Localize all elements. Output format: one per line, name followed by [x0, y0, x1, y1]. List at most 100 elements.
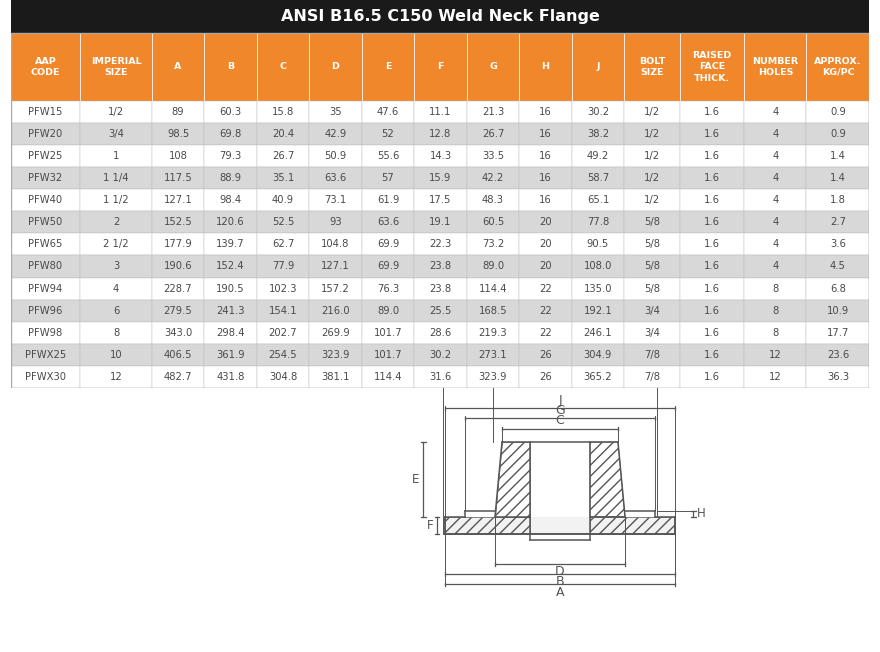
- Bar: [362, 321, 414, 344]
- Text: 23.8: 23.8: [429, 261, 451, 271]
- Text: H: H: [697, 507, 706, 520]
- Text: 48.3: 48.3: [482, 195, 504, 205]
- Text: 4: 4: [773, 261, 779, 271]
- Text: IMPERIAL
SIZE: IMPERIAL SIZE: [91, 57, 142, 77]
- Bar: [414, 300, 466, 321]
- Bar: [679, 344, 744, 366]
- Bar: [309, 123, 362, 145]
- Text: 108: 108: [169, 151, 187, 161]
- Text: C: C: [555, 414, 564, 427]
- Bar: [466, 233, 519, 256]
- Text: 22: 22: [539, 328, 552, 338]
- Bar: [309, 278, 362, 300]
- Bar: [572, 189, 624, 211]
- Bar: [80, 344, 151, 366]
- Text: 4: 4: [773, 195, 779, 205]
- Text: 63.6: 63.6: [325, 173, 347, 183]
- Text: 22.3: 22.3: [429, 239, 451, 250]
- Text: 101.7: 101.7: [374, 328, 402, 338]
- Text: AAP
CODE: AAP CODE: [31, 57, 60, 77]
- Text: 361.9: 361.9: [216, 350, 245, 360]
- Text: 1.6: 1.6: [704, 261, 720, 271]
- Bar: [519, 366, 572, 388]
- Bar: [806, 366, 869, 388]
- Text: 3/4: 3/4: [644, 328, 660, 338]
- Bar: [362, 33, 414, 101]
- Text: 42.2: 42.2: [482, 173, 504, 183]
- Bar: [204, 189, 257, 211]
- Text: 69.8: 69.8: [219, 129, 242, 139]
- Bar: [80, 366, 151, 388]
- Bar: [11, 167, 80, 189]
- Bar: [624, 167, 679, 189]
- Text: 5/8: 5/8: [644, 217, 660, 228]
- Bar: [309, 211, 362, 233]
- Text: 1.6: 1.6: [704, 195, 720, 205]
- Text: RAISED
FACE
THICK.: RAISED FACE THICK.: [693, 52, 731, 83]
- Text: 117.5: 117.5: [164, 173, 193, 183]
- Bar: [151, 211, 204, 233]
- Text: 114.4: 114.4: [479, 284, 507, 293]
- Bar: [362, 189, 414, 211]
- Bar: [414, 211, 466, 233]
- Bar: [679, 321, 744, 344]
- Bar: [80, 123, 151, 145]
- Text: 12: 12: [769, 350, 781, 360]
- Text: 16: 16: [539, 129, 552, 139]
- Text: B: B: [227, 63, 234, 72]
- Text: 15.8: 15.8: [272, 107, 294, 117]
- Bar: [744, 33, 806, 101]
- Text: PFW25: PFW25: [28, 151, 62, 161]
- Bar: [679, 123, 744, 145]
- Text: 35: 35: [329, 107, 341, 117]
- Text: 114.4: 114.4: [374, 372, 402, 382]
- Bar: [414, 101, 466, 123]
- Bar: [806, 321, 869, 344]
- Text: 19.1: 19.1: [429, 217, 451, 228]
- Text: 23.6: 23.6: [827, 350, 849, 360]
- Text: 89: 89: [172, 107, 184, 117]
- Bar: [806, 211, 869, 233]
- Bar: [744, 233, 806, 256]
- Bar: [744, 366, 806, 388]
- Text: B: B: [555, 576, 564, 589]
- Text: D: D: [555, 565, 565, 578]
- Bar: [572, 33, 624, 101]
- Bar: [151, 33, 204, 101]
- Text: APPROX.
KG/PC: APPROX. KG/PC: [814, 57, 862, 77]
- Bar: [257, 233, 309, 256]
- Text: 127.1: 127.1: [164, 195, 193, 205]
- Bar: [519, 233, 572, 256]
- Text: 47.6: 47.6: [377, 107, 400, 117]
- Text: 52.5: 52.5: [272, 217, 294, 228]
- Text: 28.6: 28.6: [429, 328, 451, 338]
- Bar: [204, 101, 257, 123]
- Text: 4.5: 4.5: [830, 261, 846, 271]
- Text: 76.3: 76.3: [377, 284, 400, 293]
- Text: 16: 16: [539, 107, 552, 117]
- Bar: [806, 189, 869, 211]
- Text: 269.9: 269.9: [321, 328, 350, 338]
- Bar: [362, 167, 414, 189]
- Text: 1.6: 1.6: [704, 306, 720, 316]
- Bar: [572, 101, 624, 123]
- Bar: [309, 300, 362, 321]
- Bar: [624, 233, 679, 256]
- Bar: [466, 344, 519, 366]
- Bar: [519, 123, 572, 145]
- Bar: [624, 344, 679, 366]
- Text: 50.9: 50.9: [325, 151, 347, 161]
- Bar: [204, 278, 257, 300]
- Bar: [519, 167, 572, 189]
- Bar: [679, 211, 744, 233]
- Bar: [151, 321, 204, 344]
- Text: BOLT
SIZE: BOLT SIZE: [639, 57, 665, 77]
- Bar: [362, 300, 414, 321]
- Text: 152.5: 152.5: [164, 217, 193, 228]
- Text: 58.7: 58.7: [587, 173, 609, 183]
- Bar: [80, 256, 151, 278]
- Text: A: A: [556, 585, 564, 599]
- Bar: [151, 256, 204, 278]
- Bar: [362, 145, 414, 167]
- Bar: [257, 256, 309, 278]
